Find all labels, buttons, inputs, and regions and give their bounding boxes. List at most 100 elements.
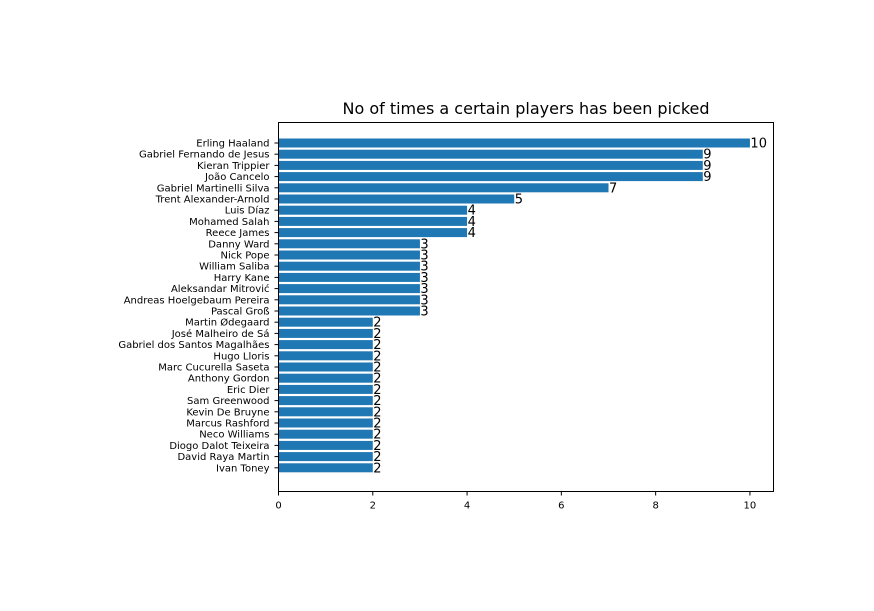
bar xyxy=(278,384,373,394)
y-tick-label: Erling Haaland xyxy=(196,139,269,150)
data-label: 2 xyxy=(373,338,381,353)
x-tick-label: 6 xyxy=(558,501,564,512)
data-label: 10 xyxy=(750,137,767,152)
bar xyxy=(278,396,373,406)
bar xyxy=(278,373,373,383)
bar xyxy=(278,362,373,372)
y-tick-label: Nick Pope xyxy=(220,251,269,262)
data-label: 3 xyxy=(420,249,428,264)
y-tick-label: Harry Kane xyxy=(214,273,270,284)
y-tick-label: Aleksandar Mitrović xyxy=(171,283,270,295)
bar xyxy=(278,317,373,327)
data-label: 4 xyxy=(468,215,476,230)
plot-frame xyxy=(278,122,774,492)
bar xyxy=(278,239,420,249)
y-tick-label: Neco Williams xyxy=(199,430,269,441)
y-tick-label: Gabriel Fernando de Jesus xyxy=(139,150,270,161)
x-tick-label: 0 xyxy=(275,501,281,512)
bar xyxy=(278,295,420,305)
chart-title: No of times a certain players has been p… xyxy=(342,99,709,118)
bar xyxy=(278,272,420,282)
y-tick-label: Ivan Toney xyxy=(216,463,270,474)
data-label: 2 xyxy=(373,383,381,398)
y-tick-label: Andreas Hoelgebaum Pereira xyxy=(124,295,270,306)
bar xyxy=(278,306,420,316)
bar xyxy=(278,216,468,226)
y-tick-label: Danny Ward xyxy=(208,239,269,250)
y-tick-label: William Saliba xyxy=(199,262,269,273)
y-tick-label: Gabriel Martinelli Silva xyxy=(157,183,270,194)
data-label: 2 xyxy=(373,316,381,331)
data-label: 3 xyxy=(420,260,428,275)
y-tick-label: João Cancelo xyxy=(204,172,270,183)
y-tick-label: Diogo Dalot Teixeira xyxy=(169,441,269,452)
y-tick-label: Marcus Rashford xyxy=(186,419,269,430)
y-tick-label: Kevin De Bruyne xyxy=(186,407,269,418)
y-tick-label: Gabriel dos Santos Magalhães xyxy=(118,340,269,351)
data-label: 2 xyxy=(373,372,381,387)
y-tick-label: Reece James xyxy=(206,228,270,239)
data-label: 4 xyxy=(468,226,476,241)
bar xyxy=(278,351,373,361)
bar xyxy=(278,340,373,350)
data-label: 2 xyxy=(373,461,381,476)
y-tick-label: Marc Cucurella Saseta xyxy=(158,363,269,374)
data-label: 9 xyxy=(703,170,711,185)
data-label: 3 xyxy=(420,293,428,308)
data-label: 9 xyxy=(703,148,711,163)
bar xyxy=(278,250,420,260)
bar xyxy=(278,228,468,238)
data-label: 3 xyxy=(420,305,428,320)
bar xyxy=(278,261,420,271)
y-tick-label: Sam Greenwood xyxy=(187,396,269,407)
y-tick-label: José Malheiro de Sá xyxy=(171,328,270,340)
x-tick-label: 4 xyxy=(464,501,470,512)
y-tick-label: Mohamed Salah xyxy=(189,217,269,228)
data-label: 2 xyxy=(373,405,381,420)
y-tick-label: Martin Ødegaard xyxy=(185,317,269,329)
bar xyxy=(278,452,373,462)
data-label: 9 xyxy=(703,159,711,174)
x-tick-label: 10 xyxy=(744,501,757,512)
data-label: 5 xyxy=(515,193,523,208)
y-tick-label: Eric Dier xyxy=(227,385,271,396)
y-tick-label: Luis Díaz xyxy=(225,205,270,217)
x-tick-label: 8 xyxy=(652,501,658,512)
y-tick-label: Anthony Gordon xyxy=(188,374,270,385)
bar xyxy=(278,429,373,439)
bar xyxy=(278,440,373,450)
data-label: 2 xyxy=(373,349,381,364)
bar xyxy=(278,149,703,159)
x-tick-label: 2 xyxy=(370,501,376,512)
data-label: 3 xyxy=(420,271,428,286)
bar xyxy=(278,463,373,473)
bar xyxy=(278,407,373,417)
data-label: 2 xyxy=(373,361,381,376)
data-label: 2 xyxy=(373,417,381,432)
y-tick-label: Kieran Trippier xyxy=(197,161,270,172)
y-tick-label: Pascal Groß xyxy=(211,307,270,318)
data-label: 3 xyxy=(420,282,428,297)
data-label: 2 xyxy=(373,428,381,443)
bar xyxy=(278,284,420,294)
bars-layer xyxy=(278,138,750,473)
x-axis: 0 2 4 6 8 10 xyxy=(275,491,757,512)
y-tick-label: David Raya Martin xyxy=(177,452,269,463)
bar xyxy=(278,172,703,182)
bar xyxy=(278,205,468,215)
bar xyxy=(278,418,373,428)
bar xyxy=(278,194,515,204)
y-tick-label: Trent Alexander-Arnold xyxy=(155,195,270,206)
bar xyxy=(278,138,750,148)
bar xyxy=(278,160,703,170)
bar xyxy=(278,328,373,338)
data-label: 4 xyxy=(468,204,476,219)
data-label: 2 xyxy=(373,450,381,465)
y-tick-label: Hugo Lloris xyxy=(213,351,269,362)
data-label: 3 xyxy=(420,237,428,252)
data-label: 2 xyxy=(373,327,381,342)
data-label: 2 xyxy=(373,394,381,409)
